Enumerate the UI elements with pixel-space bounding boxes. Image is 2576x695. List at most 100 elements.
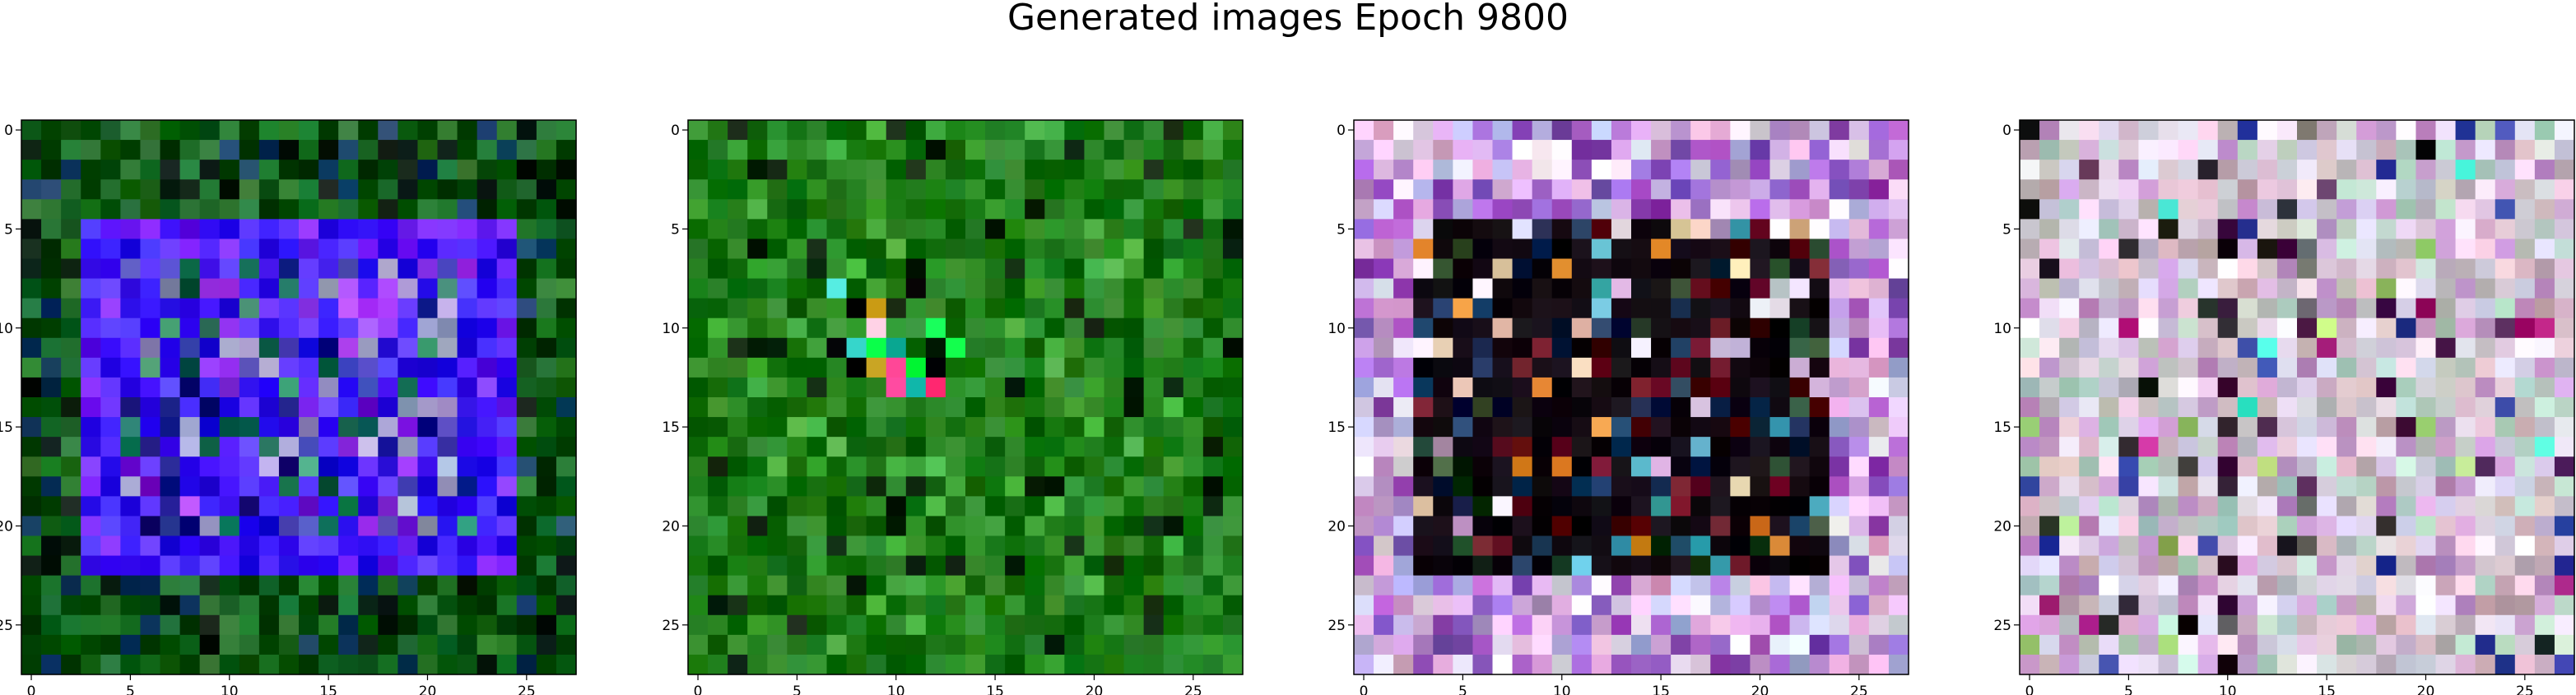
image-pixel [358, 377, 379, 398]
image-pixel [2039, 357, 2060, 378]
image-pixel [767, 575, 788, 596]
image-pixel [2514, 575, 2536, 596]
image-pixel [100, 654, 121, 675]
image-pixel [2475, 337, 2496, 359]
image-pixel [1888, 535, 1909, 557]
image-pixel [2178, 397, 2199, 418]
image-pixel [239, 437, 260, 457]
image-pixel [358, 219, 379, 240]
image-pixel [1064, 575, 1086, 596]
image-pixel [688, 575, 709, 596]
image-pixel [866, 258, 887, 280]
image-pixel [2396, 377, 2417, 398]
image-pixel [378, 496, 398, 517]
image-pixel [1848, 575, 1870, 596]
image-pixel [2079, 496, 2099, 517]
image-pixel [2178, 377, 2199, 398]
image-pixel [1044, 595, 1065, 616]
image-pixel [41, 278, 62, 299]
image-pixel [1413, 377, 1434, 398]
image-pixel [1611, 120, 1632, 141]
y-tick-label: 10 [662, 321, 680, 337]
image-pixel [1472, 437, 1494, 457]
image-pixel [1123, 140, 1145, 160]
image-pixel [556, 595, 577, 616]
image-pixel [100, 397, 121, 418]
image-pixel [886, 437, 907, 457]
image-pixel [1571, 298, 1593, 319]
image-pixel [1829, 634, 1850, 656]
image-pixel [1809, 476, 1830, 497]
image-pixel [807, 575, 828, 596]
image-pixel [496, 357, 518, 378]
image-pixel [1104, 575, 1125, 596]
image-pixel [100, 337, 121, 359]
image-pixel [2337, 555, 2357, 577]
image-pixel [1769, 298, 1791, 319]
image-pixel [258, 199, 280, 220]
image-pixel [2178, 654, 2199, 675]
image-pixel [985, 199, 1006, 220]
image-pixel [21, 397, 42, 418]
image-pixel [1492, 298, 1514, 319]
image-pixel [81, 120, 101, 141]
image-pixel [199, 476, 221, 497]
image-pixel [1084, 397, 1105, 418]
image-pixel [866, 278, 887, 299]
image-pixel [1374, 654, 1394, 675]
image-pixel [2020, 417, 2040, 438]
image-pixel [945, 160, 966, 180]
image-pixel [1848, 614, 1870, 636]
image-pixel [2376, 535, 2397, 557]
image-pixel [61, 337, 81, 359]
image-pixel [1143, 595, 1165, 616]
image-pixel [1631, 476, 1652, 497]
image-pixel [2317, 239, 2337, 260]
image-pixel [358, 140, 379, 160]
image-pixel [708, 476, 728, 497]
image-pixel [457, 239, 478, 260]
image-pixel [1025, 160, 1045, 180]
image-pixel [199, 417, 221, 438]
image-pixel [2337, 437, 2357, 457]
image-pixel [2158, 437, 2179, 457]
image-pixel [1888, 199, 1909, 220]
image-pixel [2495, 397, 2516, 418]
image-pixel [886, 397, 907, 418]
image-pixel [925, 317, 946, 339]
image-pixel [2495, 476, 2516, 497]
image-pixel [1868, 397, 1890, 418]
image-pixel [1183, 634, 1204, 656]
image-pixel [477, 535, 498, 557]
image-pixel [1829, 575, 1850, 596]
image-pixel [1671, 595, 1691, 616]
image-pixel [516, 614, 537, 636]
image-pixel [2197, 179, 2219, 200]
image-pixel [2217, 496, 2239, 517]
image-pixel [1690, 317, 1711, 339]
image-pixel [1571, 219, 1593, 240]
image-pixel [199, 555, 221, 577]
image-pixel [2237, 120, 2258, 141]
image-pixel [1163, 575, 1184, 596]
image-pixel [2435, 476, 2457, 497]
image-pixel [258, 456, 280, 477]
image-pixel [1551, 496, 1573, 517]
image-pixel [1848, 595, 1870, 616]
image-pixel [985, 476, 1006, 497]
image-pixel [1631, 555, 1652, 577]
image-pixel [2534, 575, 2555, 596]
image-pixel [2020, 377, 2040, 398]
image-pixel [1769, 575, 1791, 596]
image-pixel [81, 317, 101, 339]
image-pixel [905, 417, 927, 438]
image-pixel [338, 555, 359, 577]
image-pixel [2217, 239, 2239, 260]
image-pixel [2396, 634, 2417, 656]
image-pixel [2118, 278, 2140, 299]
image-pixel [1571, 496, 1593, 517]
image-pixel [985, 437, 1006, 457]
image-pixel [1084, 437, 1105, 457]
image-pixel [2276, 298, 2298, 319]
image-pixel [2416, 120, 2437, 141]
